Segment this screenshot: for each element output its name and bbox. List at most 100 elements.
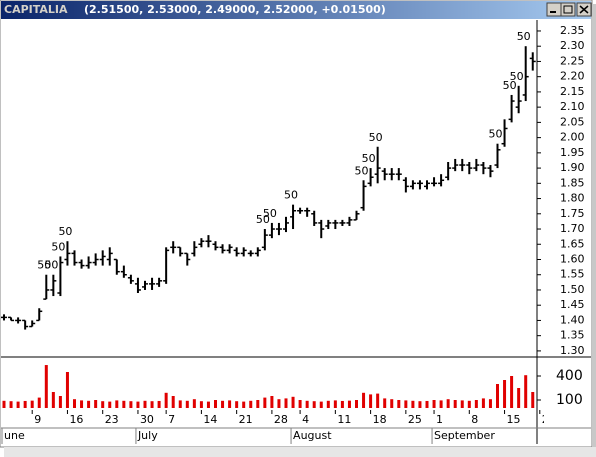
x-tick-label: 30 xyxy=(140,413,154,426)
volume-bar xyxy=(122,400,126,408)
x-tick-label: 8 xyxy=(471,413,478,426)
volume-bar xyxy=(199,401,203,408)
bar-annotation: 50 xyxy=(44,259,58,272)
volume-bar xyxy=(446,399,450,408)
volume-bar xyxy=(312,401,316,408)
volume-bar xyxy=(453,400,457,408)
volume-bar xyxy=(185,400,189,408)
window-shadow xyxy=(4,447,596,457)
y-axis: 1.30 1.35 1.40 1.45 1.50 1.55 1.60 1.65 1.70 1.75… xyxy=(537,24,585,408)
bar-annotation: 50 xyxy=(517,30,531,43)
volume-bar xyxy=(390,399,394,408)
volume-bar xyxy=(178,400,182,408)
x-tick-label: 2 xyxy=(542,413,549,426)
volume-bar xyxy=(101,401,105,408)
volume-bar xyxy=(397,400,401,408)
month-label: July xyxy=(137,429,158,442)
bar-annotation: 50 xyxy=(263,207,277,220)
volume-bar xyxy=(284,398,288,408)
x-tick-label: 4 xyxy=(302,413,309,426)
volume-bar xyxy=(263,397,267,408)
bar-annotation: 50 xyxy=(489,128,503,141)
volume-bar xyxy=(333,400,337,408)
y-tick-label: 1.65 xyxy=(560,237,585,250)
y-tick-label: 2.35 xyxy=(560,24,585,37)
volume-bar xyxy=(23,400,27,408)
volume-bar xyxy=(531,392,535,408)
y-tick-label: 2.00 xyxy=(560,131,585,144)
y-tick-label: 1.45 xyxy=(560,298,585,311)
x-tick-label: 28 xyxy=(274,413,288,426)
bar-annotation: 50 xyxy=(37,259,51,272)
volume-bar xyxy=(129,401,133,408)
volume-bar xyxy=(411,400,415,408)
volume-bar xyxy=(136,401,140,408)
volume-bar xyxy=(58,396,62,408)
volume-bar xyxy=(510,376,514,408)
restore-icon xyxy=(563,5,573,14)
volume-bar xyxy=(143,400,147,408)
volume-bar xyxy=(2,400,6,408)
y-tick-label: 2.30 xyxy=(560,39,585,52)
volume-bar xyxy=(171,396,175,408)
bar-annotation: 50 xyxy=(256,213,270,226)
volume-bar xyxy=(362,392,366,408)
bar-annotation: 50 xyxy=(362,152,376,165)
volume-bar xyxy=(157,400,161,408)
volume-bar xyxy=(192,399,196,408)
volume-bar xyxy=(326,400,330,408)
volume-bar xyxy=(340,400,344,408)
y-tick-label: 1.40 xyxy=(560,313,585,326)
y-tick-label: 2.05 xyxy=(560,115,585,128)
volume-bar xyxy=(305,400,309,408)
volume-bar xyxy=(425,400,429,408)
volume-bar xyxy=(150,401,154,408)
y-tick-label: 1.70 xyxy=(560,222,585,235)
x-tick-label: 15 xyxy=(507,413,521,426)
y-tick-label: 1.75 xyxy=(560,207,585,220)
volume-bar xyxy=(404,400,408,408)
restore-button[interactable] xyxy=(560,2,576,17)
window-buttons[interactable] xyxy=(546,2,592,17)
volume-bar xyxy=(319,401,323,408)
y-tick-label: 1.35 xyxy=(560,329,585,342)
window-frame xyxy=(0,0,593,448)
volume-bar xyxy=(467,400,471,408)
volume-bar xyxy=(115,400,119,408)
x-tick-label: 1 xyxy=(436,413,443,426)
x-tick-label: 25 xyxy=(408,413,422,426)
volume-bar xyxy=(235,401,239,408)
bar-annotation: 50 xyxy=(503,79,517,92)
bar-annotation: 50 xyxy=(355,164,369,177)
x-tick-label: 21 xyxy=(239,413,253,426)
close-icon xyxy=(579,5,589,14)
volume-bar xyxy=(73,399,76,408)
chart-subtitle: (2.51500, 2.53000, 2.49000, 2.52000, +0.… xyxy=(84,3,386,16)
volume-bar xyxy=(488,399,492,408)
bar-annotation: 50 xyxy=(58,225,72,238)
x-tick-label: 14 xyxy=(203,413,217,426)
minimize-button[interactable] xyxy=(546,2,562,17)
volume-bar xyxy=(383,398,387,408)
volume-bar xyxy=(37,397,41,408)
volume-bar xyxy=(214,400,217,408)
volume-bar xyxy=(94,400,98,408)
volume-bar xyxy=(256,400,260,408)
y-tick-label: 2.25 xyxy=(560,54,585,67)
volume-bar xyxy=(277,399,281,408)
bar-annotation: 50 xyxy=(369,131,383,144)
y-tick-label: 2.10 xyxy=(560,100,585,113)
volume-bar xyxy=(80,400,84,408)
x-tick-label: 16 xyxy=(69,413,83,426)
volume-bar xyxy=(524,375,528,408)
y-tick-label: 1.80 xyxy=(560,192,585,205)
volume-bar xyxy=(249,400,253,408)
volume-bar xyxy=(376,393,380,408)
x-tick-label: 7 xyxy=(168,413,175,426)
volume-bar xyxy=(503,380,507,408)
volume-bar xyxy=(9,401,13,408)
chart-title: CAPITALIA xyxy=(4,3,68,16)
volume-bar xyxy=(496,384,499,408)
volume-bar xyxy=(206,401,210,408)
